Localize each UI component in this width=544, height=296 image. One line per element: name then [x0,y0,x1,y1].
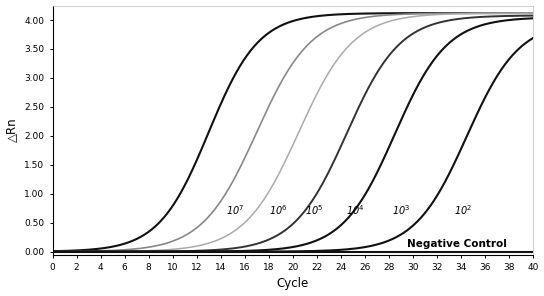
Text: 10$^3$: 10$^3$ [392,203,410,217]
Y-axis label: △Rn: △Rn [5,118,18,142]
Text: 10$^4$: 10$^4$ [346,203,364,217]
Text: 10$^6$: 10$^6$ [269,203,287,217]
Text: Negative Control: Negative Control [407,239,506,249]
Text: 10$^7$: 10$^7$ [226,203,244,217]
Text: 10$^5$: 10$^5$ [305,203,323,217]
X-axis label: Cycle: Cycle [276,277,309,290]
Text: 10$^2$: 10$^2$ [454,203,472,217]
